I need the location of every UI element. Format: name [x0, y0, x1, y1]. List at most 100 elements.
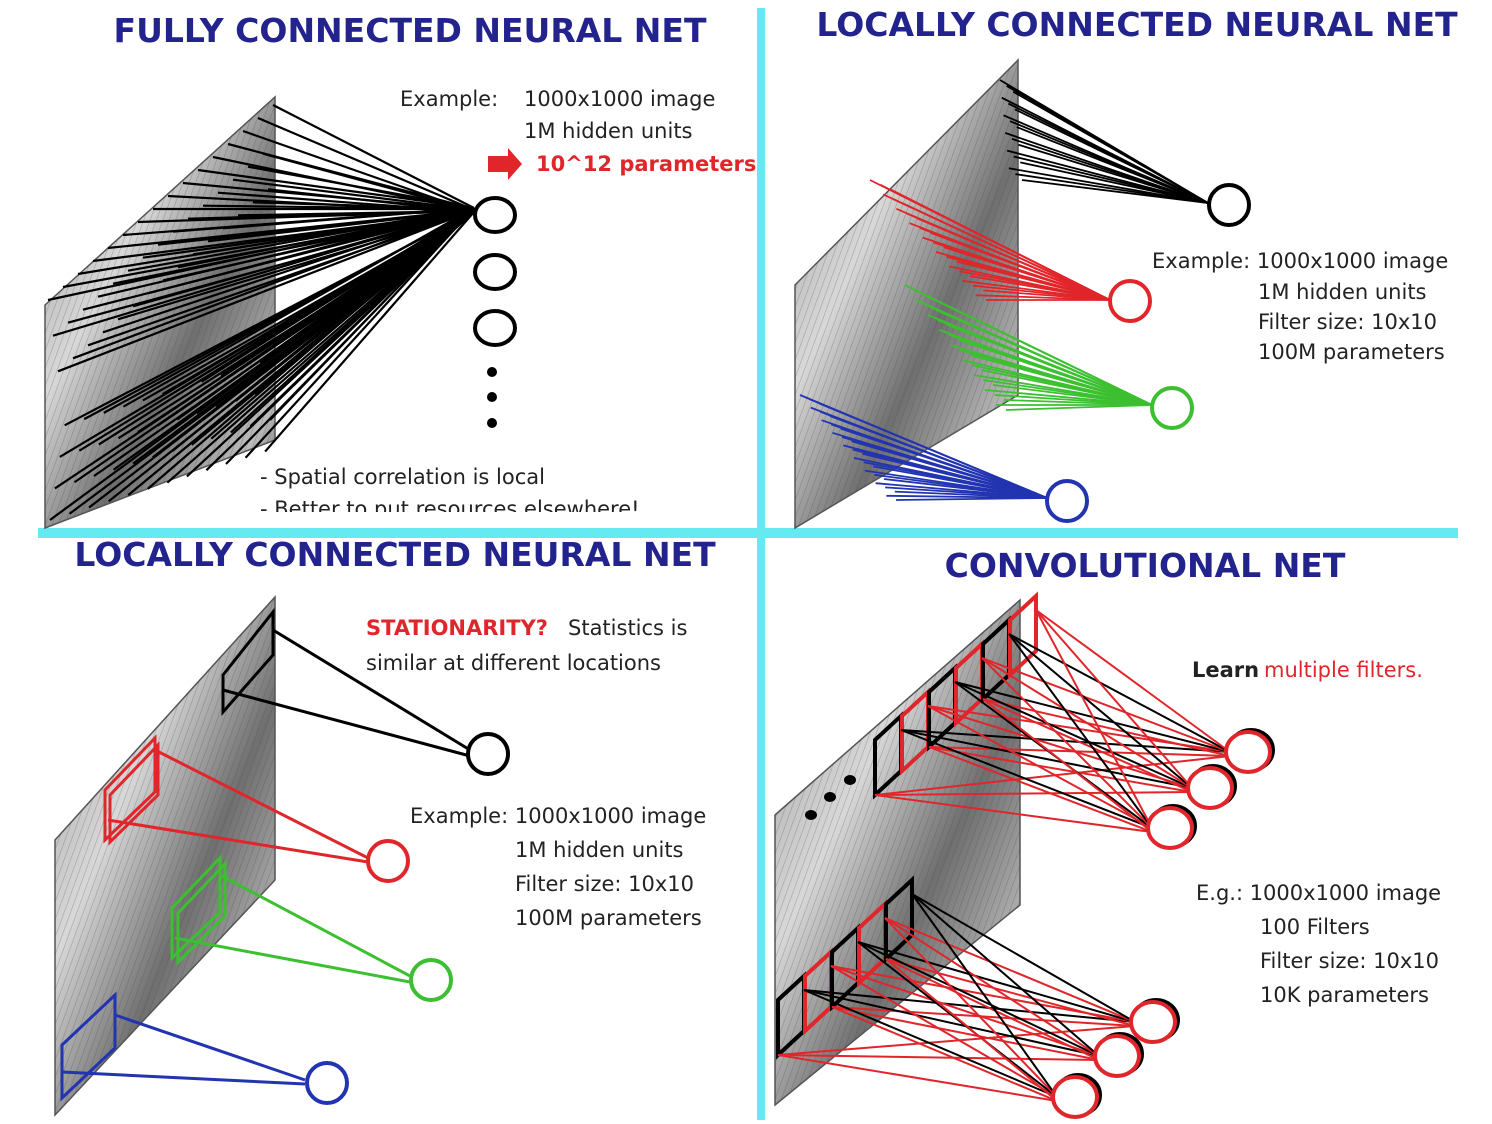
- filter-square: [1008, 591, 1038, 680]
- weight-line: [242, 129, 475, 214]
- weight-line: [927, 705, 1153, 829]
- fully-connected-weights: [47, 104, 475, 521]
- weight-line: [1008, 633, 1231, 753]
- weight-line: [981, 657, 1193, 789]
- weight-line: [884, 917, 1100, 1057]
- weight-line: [992, 384, 1153, 406]
- parameters-count: 10K parameters: [1260, 983, 1429, 1007]
- filter-bank-bottom: [776, 875, 1180, 1119]
- weight-line: [831, 1006, 1100, 1061]
- weight-line: [162, 209, 475, 282]
- weight-line: [924, 294, 1153, 406]
- hidden-unit-node: [473, 309, 517, 347]
- weight-line: [874, 794, 1153, 833]
- weight-line: [1021, 179, 1209, 204]
- weight-line: [237, 209, 475, 217]
- weight-line: [259, 210, 475, 365]
- hidden-unit-nodes: [473, 196, 517, 428]
- hidden-units-count: 1M hidden units: [515, 838, 684, 862]
- panel-title: CONVOLUTIONAL NET: [945, 546, 1346, 585]
- weight-line: [981, 657, 1153, 829]
- ellipsis-dots: [805, 775, 856, 820]
- weight-line: [1008, 633, 1193, 789]
- hidden-unit-node: [473, 253, 517, 291]
- weight-line: [900, 729, 1153, 829]
- hidden-unit-node-black: [1207, 183, 1251, 227]
- filter-count: 100 Filters: [1260, 915, 1370, 939]
- weight-line: [777, 1054, 1058, 1102]
- parameters-count: 10^12 parameters: [536, 152, 756, 176]
- weight-line: [982, 698, 1153, 833]
- weight-line: [956, 260, 1111, 301]
- weight-line: [928, 746, 1231, 757]
- weight-line: [269, 207, 475, 421]
- ellipsis-dot: [844, 775, 856, 785]
- ellipsis-dot: [824, 792, 836, 802]
- local-receptive-field-weights: [799, 79, 1209, 501]
- ellipsis-dot: [805, 810, 817, 820]
- weight-line: [928, 746, 1153, 833]
- weight-line: [777, 1054, 1100, 1061]
- weight-line: [1018, 143, 1209, 204]
- panel-title: FULLY CONNECTED NEURAL NET: [114, 11, 707, 50]
- hidden-unit-node: [473, 196, 517, 234]
- weight-line: [1005, 404, 1153, 411]
- weight-line: [982, 698, 1231, 757]
- parameters-count: 100M parameters: [1258, 340, 1445, 364]
- weight-line: [895, 497, 1048, 501]
- weight-line: [884, 917, 1058, 1098]
- input-image-plane: [54, 595, 276, 1117]
- hidden-unit-node: [1146, 806, 1194, 850]
- weight-line: [873, 465, 1048, 499]
- weight-line: [207, 208, 475, 243]
- panel-convolutional: CONVOLUTIONAL NET Learn multiple filters…: [774, 546, 1441, 1119]
- weight-line: [257, 116, 475, 212]
- hidden-units-count: 1M hidden units: [1258, 280, 1427, 304]
- weight-line: [267, 188, 475, 214]
- weight-line: [958, 339, 1153, 406]
- weight-line: [1014, 108, 1209, 204]
- filter-bank-top: [873, 591, 1275, 850]
- input-image-plane: [794, 58, 1019, 530]
- horizontal-divider: [38, 528, 1458, 538]
- example-line: Example: 1000x1000 image: [410, 804, 706, 828]
- weight-line: [1012, 90, 1209, 204]
- panel-title: LOCALLY CONNECTED NEURAL NET: [74, 535, 716, 574]
- ellipsis-dot: [487, 392, 497, 402]
- weight-line: [264, 211, 475, 453]
- filter-blue: [60, 991, 306, 1102]
- weight-line: [244, 207, 475, 459]
- filter-size: Filter size: 10x10: [515, 872, 694, 896]
- weight-line: [1020, 161, 1209, 204]
- weight-line: [969, 275, 1111, 301]
- weight-line: [885, 958, 1136, 1027]
- example-label: Example:: [400, 87, 498, 111]
- panel-fully-connected: FULLY CONNECTED NEURAL NET Example: 1000…: [44, 11, 756, 530]
- learn-label: Learn: [1192, 658, 1259, 682]
- weight-line: [840, 427, 1048, 499]
- hidden-unit-node-red: [1108, 279, 1152, 323]
- panel-locally-connected-bottom: LOCALLY CONNECTED NEURAL NET: [54, 535, 716, 1117]
- weight-line: [981, 657, 1231, 753]
- weight-line: [272, 104, 475, 209]
- weight-line: [117, 210, 475, 321]
- hidden-unit-node-black: [466, 732, 510, 776]
- note-resources: - Better to put resources elsewhere!: [260, 497, 640, 521]
- weight-line: [1035, 609, 1193, 789]
- hidden-units-count: 1M hidden units: [524, 119, 693, 143]
- weight-line: [900, 729, 1193, 789]
- filter-green: [170, 854, 411, 984]
- parameters-count: 100M parameters: [515, 906, 702, 930]
- weight-line: [884, 917, 1136, 1023]
- hidden-unit-node-blue: [1045, 479, 1089, 523]
- note-spatial-correlation: - Spatial correlation is local: [260, 465, 545, 489]
- weight-line: [890, 188, 1111, 301]
- input-image-plane: [774, 598, 1021, 1107]
- weight-line: [851, 440, 1048, 499]
- weight-line: [982, 698, 1193, 793]
- panel-locally-connected-top: LOCALLY CONNECTED NEURAL NET Example: 10…: [794, 5, 1458, 530]
- similar-text: similar at different locations: [366, 651, 661, 675]
- weight-line: [911, 893, 1136, 1023]
- weight-line: [803, 989, 1100, 1057]
